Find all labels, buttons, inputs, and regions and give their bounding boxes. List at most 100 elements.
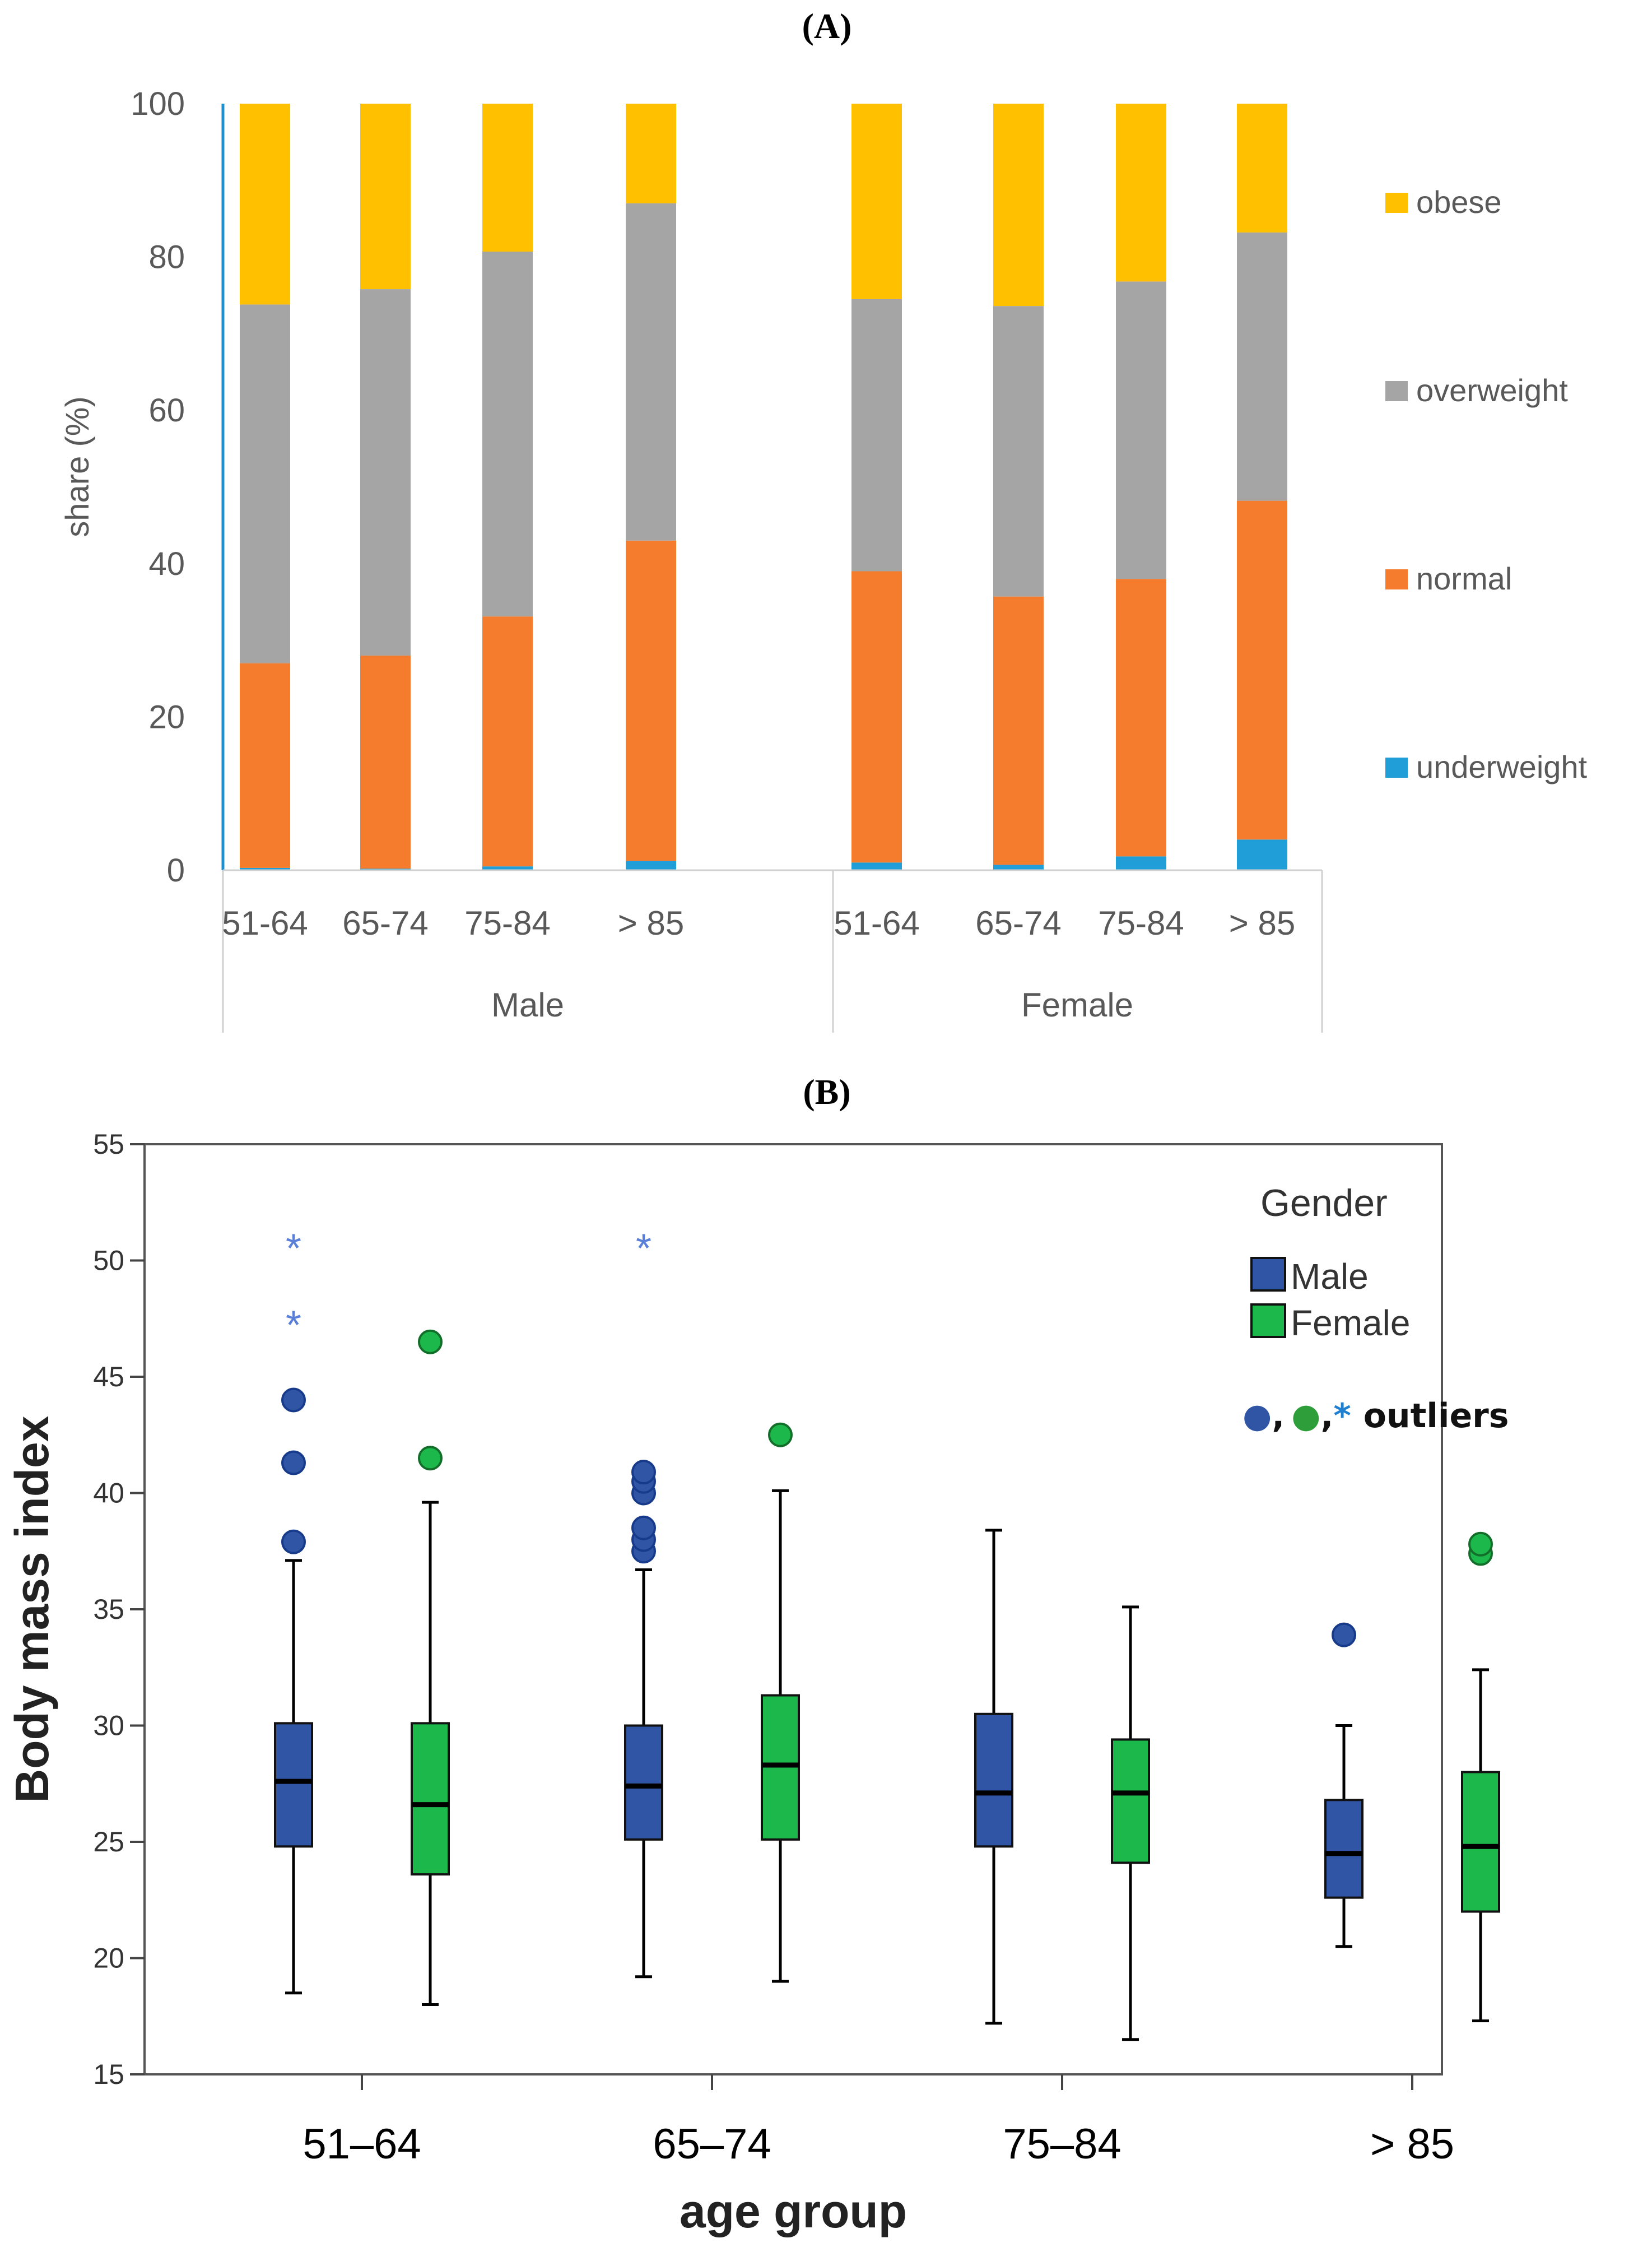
outlier-male-51-64-1 <box>281 1450 306 1475</box>
panel-b-category-labels: 51–64 65–74 75–84 > 85 <box>303 2074 1454 2168</box>
panel-b-y-tick-55: 55 <box>93 1129 124 1160</box>
outlier-female-65-74-0 <box>768 1422 793 1447</box>
panel-a-cat-male-85: > 85 <box>618 904 684 942</box>
panel-b-y-tick-25: 25 <box>93 1826 124 1858</box>
bar-female-51-64-normal <box>851 571 902 863</box>
panel-b-boxes: * * * <box>274 1226 1500 2041</box>
panel-a-y-tick-20: 20 <box>148 699 185 735</box>
iqr-box-female-51-64 <box>411 1722 450 1876</box>
bar-male-51-64-obese <box>240 104 290 305</box>
extreme-male-51-64-0: * <box>286 1303 301 1348</box>
panel-b-y-tick-30: 30 <box>93 1710 124 1742</box>
iqr-box-male-85 <box>1324 1799 1364 1899</box>
bar-female-51-64-underweight <box>851 862 902 870</box>
iqr-box-male-75-84 <box>974 1712 1013 1848</box>
box-male-65-74: * <box>624 1226 663 1979</box>
panel-a-cat-male-75-84: 75-84 <box>464 904 550 942</box>
panel-a-cat-female-75-84: 75-84 <box>1098 904 1184 942</box>
iqr-box-female-85 <box>1461 1771 1500 1913</box>
panel-a-y-tick-100: 100 <box>131 86 185 122</box>
panel-a-axes <box>221 104 1323 1033</box>
panel-b-y-axis-label: Body mass index <box>6 1415 58 1803</box>
bar-male-51-64-underweight <box>240 867 290 870</box>
panel-a-group-male: Male <box>491 986 564 1024</box>
bar-male-85-underweight <box>626 861 676 870</box>
panel-b-y-tick-35: 35 <box>93 1594 124 1625</box>
panel-a-cat-female-51-64: 51-64 <box>834 904 919 942</box>
bar-male-51-64-overweight <box>240 304 290 663</box>
panel-b-y-ticks: 15 20 25 30 35 40 45 50 55 <box>93 1129 145 2090</box>
bar-female-85-overweight <box>1237 232 1287 501</box>
outlier-female-51-64-1 <box>418 1329 443 1354</box>
outlier-symbol-extreme: * <box>1333 1396 1351 1436</box>
bar-female-65-74-overweight <box>993 306 1044 597</box>
extreme-male-51-64-1: * <box>286 1226 301 1271</box>
box-female-51-64 <box>411 1329 450 2006</box>
panel-a-legend: underweight normal overweight obese <box>1385 184 1588 784</box>
panel-a-legend-label-underweight: underweight <box>1416 749 1588 784</box>
bar-male-75-84-normal <box>482 616 533 867</box>
panel-a-legend-swatch-underweight <box>1385 758 1408 778</box>
panel-a-legend-label-normal: normal <box>1416 561 1512 596</box>
panel-b-cat-51-64: 51–64 <box>303 2120 421 2168</box>
panel-b-outlier-legend: ●, ●,* outliers <box>1243 1396 1509 1436</box>
bar-male-75-84-obese <box>482 104 533 252</box>
bar-female-65-74-normal <box>993 596 1044 865</box>
bar-male-85-normal <box>626 540 676 861</box>
panel-a-y-axis-label: share (%) <box>59 396 96 537</box>
bar-female-65-74-underweight <box>993 865 1044 870</box>
panel-b-label: (B) <box>803 1072 850 1112</box>
panel-b-x-axis-label: age group <box>680 2185 907 2237</box>
panel-b-legend: Gender Male Female ●, ●,* outliers <box>1243 1182 1509 1436</box>
panel-b-y-tick-45: 45 <box>93 1361 124 1392</box>
panel-a-category-labels: 51-64 65-74 75-84 > 85 51-64 65-74 75-84 > 85 Ma… <box>222 904 1295 1024</box>
panel-a-y-tick-80: 80 <box>148 239 185 276</box>
panel-a-y-tick-0: 0 <box>167 852 185 889</box>
iqr-box-male-51-64 <box>274 1722 313 1848</box>
panel-b-cat-85: > 85 <box>1370 2120 1454 2168</box>
bar-male-65-74-obese <box>360 104 411 290</box>
bar-male-75-84-overweight <box>482 252 533 617</box>
bar-female-85-underweight <box>1237 839 1287 870</box>
iqr-box-male-65-74 <box>624 1724 663 1841</box>
panel-b-cat-75-84: 75–84 <box>1003 2120 1121 2168</box>
box-female-65-74 <box>761 1422 800 1983</box>
bar-female-51-64-obese <box>851 104 902 299</box>
panel-b-legend-label-female: Female <box>1291 1303 1410 1343</box>
panel-a-cat-female-65-74: 65-74 <box>975 904 1061 942</box>
bar-female-85-obese <box>1237 104 1287 233</box>
panel-a-label: (A) <box>802 6 852 46</box>
panel-b-legend-swatch-female <box>1250 1303 1286 1338</box>
panel-b-y-tick-40: 40 <box>93 1478 124 1509</box>
panel-a-cat-female-85: > 85 <box>1229 904 1295 942</box>
box-female-85 <box>1461 1531 1500 2023</box>
panel-a-y-tick-40: 40 <box>148 546 185 582</box>
panel-a-legend-swatch-obese <box>1385 193 1408 213</box>
panel-b-y-tick-50: 50 <box>93 1245 124 1276</box>
bar-male-65-74-normal <box>360 655 411 869</box>
panel-b: (B) 15 20 25 30 35 40 45 50 55 51–64 65–74 75–84 > … <box>6 1072 1509 2237</box>
bar-female-75-84-overweight <box>1116 281 1166 579</box>
outlier-legend-label: outliers <box>1364 1396 1509 1436</box>
outlier-symbol-male: ● <box>1243 1396 1272 1436</box>
panel-b-legend-label-male: Male <box>1291 1256 1369 1297</box>
bar-female-75-84-obese <box>1116 104 1166 282</box>
outlier-symbol-female: ● <box>1291 1396 1320 1436</box>
outlier-male-51-64-0 <box>281 1529 306 1554</box>
bar-female-75-84-underweight <box>1116 856 1166 870</box>
panel-a-legend-label-overweight: overweight <box>1416 373 1568 408</box>
outlier-male-65-74-2 <box>631 1515 656 1540</box>
bar-male-75-84-underweight <box>482 866 533 870</box>
outlier-male-85-0 <box>1332 1622 1356 1647</box>
panel-b-cat-65-74: 65–74 <box>653 2120 771 2168</box>
outlier-male-51-64-2 <box>281 1387 306 1413</box>
bar-male-85-obese <box>626 104 676 203</box>
panel-b-plot-frame <box>143 1143 1443 2075</box>
panel-a: (A) share (%) 0 20 40 60 80 100 51-64 65-74 75-… <box>59 6 1588 1033</box>
box-male-85 <box>1324 1622 1364 1948</box>
panel-b-legend-swatch-male <box>1250 1257 1286 1292</box>
bar-male-85-overweight <box>626 203 676 541</box>
panel-b-legend-title: Gender <box>1260 1182 1388 1224</box>
box-female-75-84 <box>1111 1605 1150 2041</box>
panel-a-legend-label-obese: obese <box>1416 184 1502 220</box>
